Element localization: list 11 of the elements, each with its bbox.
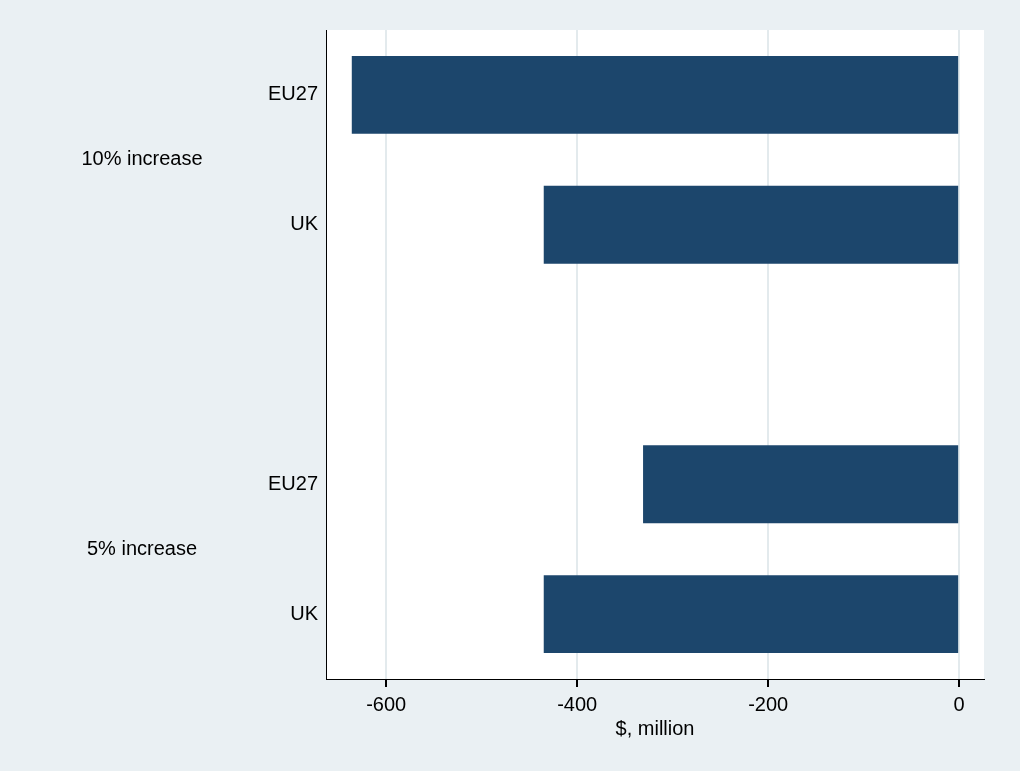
x-tick-label: -200 <box>748 692 789 715</box>
x-axis-title: $, million <box>615 716 695 739</box>
y-tick-label: EU27 <box>267 82 318 105</box>
y-tick-label: UK <box>290 601 319 624</box>
text: 5% increase <box>86 536 198 559</box>
x-tick-label: -400 <box>557 692 598 715</box>
x-tick-label: 0 <box>953 692 965 715</box>
x-tick-label: -600 <box>366 692 407 715</box>
text: 10% increase <box>81 147 203 170</box>
y-tick-label: EU27 <box>267 471 318 494</box>
y-tick-label: UK <box>290 212 319 235</box>
